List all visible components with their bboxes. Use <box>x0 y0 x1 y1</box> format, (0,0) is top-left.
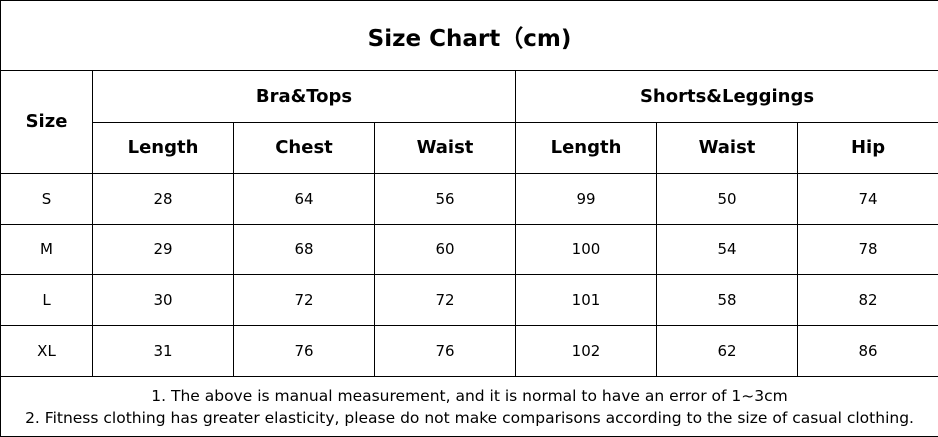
value-cell: 76 <box>374 325 516 378</box>
size-cell: L <box>0 274 93 327</box>
note-1: 1. The above is manual measurement, and … <box>151 386 788 405</box>
value-cell: 101 <box>515 274 657 327</box>
column-header: Waist <box>656 121 798 174</box>
value-cell: 102 <box>515 325 657 378</box>
table-row: L 30 72 72 101 58 82 <box>0 274 938 327</box>
table-row: XL 31 76 76 102 62 86 <box>0 325 938 378</box>
value-cell: 72 <box>233 274 375 327</box>
value-cell: 64 <box>233 172 375 225</box>
size-cell: XL <box>0 325 93 378</box>
value-cell: 68 <box>233 223 375 276</box>
value-cell: 62 <box>656 325 798 378</box>
value-cell: 50 <box>656 172 798 225</box>
value-cell: 78 <box>796 223 938 276</box>
value-cell: 60 <box>374 223 516 276</box>
value-cell: 76 <box>233 325 375 378</box>
value-cell: 31 <box>92 325 234 378</box>
value-cell: 99 <box>515 172 657 225</box>
value-cell: 82 <box>796 274 938 327</box>
value-cell: 100 <box>515 223 657 276</box>
column-header: Hip <box>796 121 938 174</box>
notes: 1. The above is manual measurement, and … <box>0 376 938 437</box>
value-cell: 86 <box>796 325 938 378</box>
size-cell: M <box>0 223 93 276</box>
column-header: Waist <box>374 121 516 174</box>
value-cell: 74 <box>796 172 938 225</box>
size-cell: S <box>0 172 93 225</box>
column-header: Chest <box>233 121 375 174</box>
table-row: S 28 64 56 99 50 74 <box>0 172 938 225</box>
value-cell: 58 <box>656 274 798 327</box>
value-cell: 56 <box>374 172 516 225</box>
value-cell: 54 <box>656 223 798 276</box>
value-cell: 29 <box>92 223 234 276</box>
value-cell: 28 <box>92 172 234 225</box>
value-cell: 72 <box>374 274 516 327</box>
value-cell: 30 <box>92 274 234 327</box>
size-header: Size <box>0 70 93 174</box>
group-header-tops: Bra&Tops <box>92 70 516 123</box>
table-row: M 29 68 60 100 54 78 <box>0 223 938 276</box>
column-header: Length <box>92 121 234 174</box>
group-header-bottoms: Shorts&Leggings <box>514 70 938 123</box>
chart-title: Size Chart（cm) <box>0 0 938 72</box>
note-2: 2. Fitness clothing has greater elastici… <box>25 408 914 427</box>
column-header: Length <box>515 121 657 174</box>
